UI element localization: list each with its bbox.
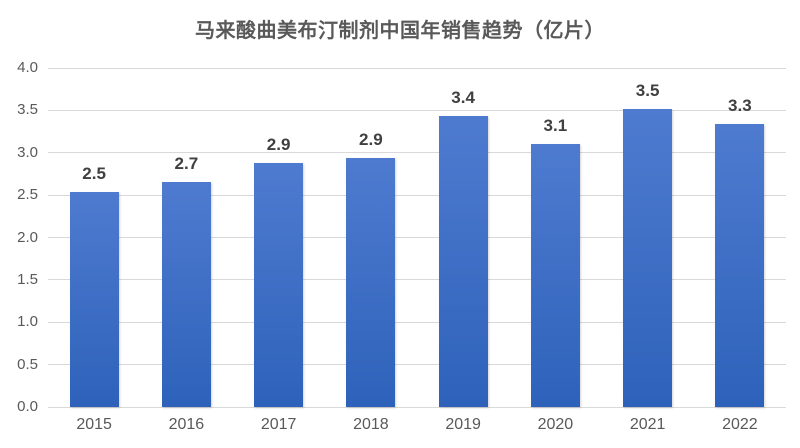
x-axis-tick-label: 2020 xyxy=(537,416,574,433)
bar-2019 xyxy=(438,116,488,407)
bar-value-label: 3.4 xyxy=(451,88,475,108)
gridline xyxy=(48,406,786,408)
x-axis-tick-label: 2022 xyxy=(722,416,758,433)
gridline xyxy=(48,109,786,111)
gridline xyxy=(48,321,786,323)
y-axis-tick-label: 0.0 xyxy=(17,398,38,415)
gridline xyxy=(48,194,786,196)
y-axis-tick-label: 2.0 xyxy=(17,228,38,246)
bar-value-label: 2.9 xyxy=(266,134,291,154)
x-axis-tick-label: 2015 xyxy=(76,416,112,433)
x-axis-tick-label: 2018 xyxy=(353,416,389,433)
x-axis-tick-label: 2021 xyxy=(629,416,666,433)
bar-2017 xyxy=(254,162,304,407)
bar-value-label: 2.9 xyxy=(359,129,383,149)
gridline xyxy=(48,152,786,154)
bar-2015 xyxy=(69,191,119,407)
gridline xyxy=(48,364,786,366)
x-axis-tick-label: 2019 xyxy=(445,416,481,433)
bar-2018 xyxy=(346,157,396,407)
y-axis-tick-label: 0.5 xyxy=(17,355,38,373)
bar-2021 xyxy=(623,108,673,407)
bar-2020 xyxy=(530,144,580,407)
plot-area xyxy=(48,67,786,408)
x-axis-tick-label: 2017 xyxy=(260,416,297,433)
bar-value-label: 3.1 xyxy=(543,116,568,136)
chart-title: 马来酸曲美布汀制剂中国年销售趋势（亿片） xyxy=(195,20,605,42)
gridline xyxy=(48,279,786,281)
y-axis-tick-label: 2.5 xyxy=(17,186,38,204)
gridline xyxy=(48,67,786,69)
bar-2022 xyxy=(715,123,765,407)
y-axis-tick-label: 1.0 xyxy=(17,313,38,331)
bar-value-label: 2.5 xyxy=(82,163,106,183)
bar-2016 xyxy=(161,181,211,407)
bar-value-label: 3.3 xyxy=(728,95,752,115)
y-axis-tick-label: 3.5 xyxy=(17,101,38,119)
y-axis-tick-label: 1.5 xyxy=(17,270,38,288)
y-axis-tick-label: 3.0 xyxy=(17,143,38,161)
bar-value-label: 2.7 xyxy=(174,153,199,173)
y-axis-tick-label: 4.0 xyxy=(17,59,38,76)
bar-value-label: 3.5 xyxy=(635,80,660,100)
gridline xyxy=(48,237,786,238)
x-axis-tick-label: 2016 xyxy=(168,416,205,433)
